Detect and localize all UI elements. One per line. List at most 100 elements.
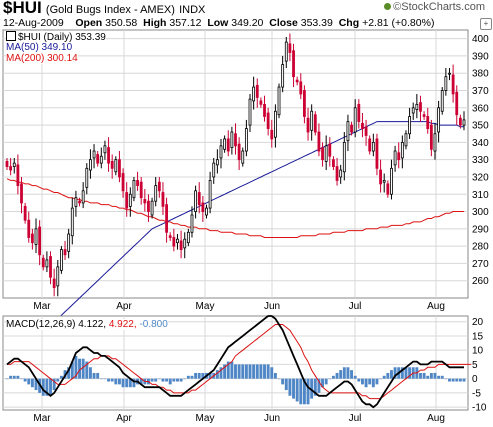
candle-body	[165, 204, 168, 233]
signal-line	[7, 324, 472, 400]
histogram-bar	[255, 364, 259, 379]
histogram-bar	[302, 378, 306, 405]
histogram-bar	[252, 364, 256, 379]
legend-ma50-text: MA(50) 349.10	[6, 42, 73, 53]
candle-body	[361, 122, 364, 129]
candle-body	[440, 90, 444, 112]
candle-body	[444, 76, 448, 91]
histogram-bar	[107, 378, 111, 382]
histogram-bar	[186, 375, 190, 379]
histogram-bar	[183, 378, 187, 380]
histogram-bar	[78, 358, 81, 379]
candle-body	[292, 50, 295, 78]
histogram-bar	[190, 375, 194, 379]
candle-body	[30, 233, 34, 244]
histogram-bar	[339, 370, 343, 379]
macd-panel: -10 -5 0 5 10 15 20 Mar Apr May Jun Jul Aug	[2, 315, 487, 424]
histogram-bar	[176, 378, 179, 382]
histogram-bar	[45, 378, 49, 396]
candle-body	[284, 41, 288, 62]
candle-body	[154, 185, 158, 202]
candle-body	[408, 116, 411, 135]
brand[interactable]: ©StockCharts.com	[384, 1, 485, 13]
candle-body	[183, 238, 187, 249]
legend-price-text: $HUI (Daily) 353.39	[18, 32, 106, 43]
histogram-bar	[85, 361, 89, 379]
histogram-bar	[154, 378, 158, 382]
settings-icon[interactable]: +	[480, 18, 492, 30]
histogram-bar	[74, 355, 78, 379]
histogram-bar	[400, 367, 404, 379]
histogram-bar	[284, 378, 288, 391]
macd-month-label: Mar	[33, 413, 51, 424]
candle-body	[342, 141, 346, 173]
histogram-bar	[317, 378, 321, 393]
price-tick-label: 360	[472, 103, 489, 114]
candle-body	[248, 98, 252, 126]
histogram-bar	[455, 378, 459, 382]
histogram-bar	[230, 361, 234, 379]
histogram-bar	[241, 364, 245, 379]
candle-body	[176, 238, 179, 244]
legend-macd: MACD(12,26,9) 4.122, 4.922, -0.800	[6, 319, 168, 330]
histogram-bar	[201, 372, 205, 379]
histogram-bar	[41, 378, 45, 396]
price-panel-frame	[2, 29, 469, 299]
candle-body	[393, 150, 397, 166]
candle-body	[404, 133, 408, 147]
candle-body	[321, 147, 324, 161]
candle-body	[118, 159, 121, 178]
candle-body	[38, 226, 42, 256]
histogram-bar	[197, 372, 201, 379]
histogram-bar	[5, 378, 9, 380]
price-tick-label: 290	[472, 224, 489, 235]
candle-body	[415, 103, 419, 110]
price-month-label: May	[196, 301, 215, 312]
open-value: 350.58	[105, 17, 138, 29]
candle-body	[328, 143, 332, 157]
candle-body	[63, 249, 67, 256]
candle-body	[288, 43, 292, 53]
histogram-bar	[194, 372, 198, 379]
candle-body	[451, 74, 455, 95]
candle-body	[205, 207, 208, 216]
candle-body	[386, 183, 390, 195]
candle-body	[56, 266, 60, 287]
candle-body	[353, 107, 357, 133]
candle-body	[27, 219, 31, 238]
candle-body	[194, 190, 198, 212]
candle-body	[263, 103, 266, 117]
price-month-label: Mar	[33, 301, 51, 312]
histogram-bar	[324, 378, 328, 385]
candle-body	[49, 256, 52, 278]
price-tick-label: 320	[472, 172, 489, 183]
price-tick-label: 310	[472, 190, 489, 201]
candle-body	[422, 114, 426, 117]
histogram-bar	[331, 375, 335, 379]
macd-tick-label: 15	[472, 331, 484, 342]
histogram-bar	[132, 378, 136, 388]
histogram-bar	[52, 378, 56, 391]
candle-body	[103, 145, 107, 154]
histogram-bar	[128, 378, 132, 388]
candle-body	[382, 180, 386, 183]
candle-body	[132, 180, 136, 199]
high-label: High	[143, 17, 167, 29]
histogram-bar	[139, 378, 143, 385]
histogram-bar	[328, 378, 332, 380]
price-tick-label: 330	[472, 155, 489, 166]
candle-body	[390, 167, 393, 195]
close-value: 353.39	[300, 17, 333, 29]
candle-body	[45, 259, 49, 268]
legend-ma50: MA(50) 349.10	[6, 42, 73, 53]
candle-body	[252, 86, 256, 102]
candle-body	[397, 152, 401, 161]
histogram-bar	[390, 370, 393, 379]
candle-body	[172, 237, 176, 247]
macd-tick-label: -5	[472, 388, 481, 399]
candle-body	[161, 192, 165, 207]
histogram-bar	[81, 358, 85, 379]
histogram-bar	[346, 367, 350, 379]
candle-body	[5, 161, 9, 167]
histogram-bar	[437, 375, 441, 379]
